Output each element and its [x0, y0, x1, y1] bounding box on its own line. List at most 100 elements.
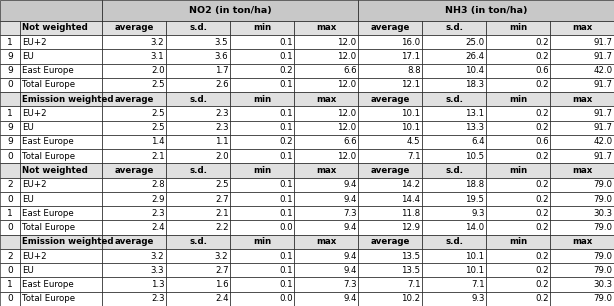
Bar — [550, 35, 614, 49]
Bar — [486, 35, 550, 49]
Bar — [550, 163, 614, 178]
Text: 1: 1 — [7, 38, 13, 47]
Bar — [230, 163, 294, 178]
Text: 2.0: 2.0 — [215, 152, 228, 161]
Text: min: min — [509, 166, 527, 175]
Bar — [102, 49, 166, 64]
Bar — [294, 121, 358, 135]
Bar — [0, 121, 20, 135]
Text: 10.1: 10.1 — [465, 252, 484, 261]
Text: 0.2: 0.2 — [535, 294, 548, 303]
Text: 12.0: 12.0 — [337, 80, 357, 89]
Bar — [230, 92, 294, 106]
Text: 7.1: 7.1 — [407, 280, 421, 289]
Text: 0.2: 0.2 — [535, 38, 548, 47]
Text: 0: 0 — [7, 195, 13, 203]
Text: EU: EU — [22, 123, 34, 132]
Text: max: max — [316, 23, 336, 32]
Text: 2.5: 2.5 — [215, 180, 228, 189]
Bar — [20, 64, 102, 78]
Text: 10.1: 10.1 — [465, 266, 484, 275]
Bar — [358, 178, 422, 192]
Bar — [486, 163, 550, 178]
Bar — [294, 192, 358, 206]
Text: 0.1: 0.1 — [279, 195, 292, 203]
Bar — [166, 235, 230, 249]
Bar — [550, 106, 614, 121]
Bar — [294, 163, 358, 178]
Text: s.d.: s.d. — [189, 166, 207, 175]
Text: average: average — [114, 23, 154, 32]
Text: 0.1: 0.1 — [279, 152, 292, 161]
Bar — [422, 206, 486, 220]
Text: 18.3: 18.3 — [465, 80, 484, 89]
Bar — [102, 192, 166, 206]
Bar — [0, 263, 20, 278]
Text: EU+2: EU+2 — [22, 180, 47, 189]
Text: 12.9: 12.9 — [402, 223, 421, 232]
Text: 0.0: 0.0 — [279, 223, 292, 232]
Text: 25.0: 25.0 — [465, 38, 484, 47]
Bar — [20, 149, 102, 163]
Bar — [486, 121, 550, 135]
Text: 12.0: 12.0 — [337, 152, 357, 161]
Text: max: max — [316, 95, 336, 104]
Text: 8.8: 8.8 — [407, 66, 421, 75]
Text: 0.1: 0.1 — [279, 123, 292, 132]
Text: 0.6: 0.6 — [535, 66, 548, 75]
Text: s.d.: s.d. — [189, 23, 207, 32]
Bar — [166, 192, 230, 206]
Bar — [294, 21, 358, 35]
Bar — [102, 121, 166, 135]
Text: 9.3: 9.3 — [471, 294, 484, 303]
Bar — [20, 220, 102, 235]
Text: 2.5: 2.5 — [151, 123, 165, 132]
Text: 13.5: 13.5 — [402, 266, 421, 275]
Text: s.d.: s.d. — [189, 95, 207, 104]
Bar — [230, 192, 294, 206]
Bar — [294, 178, 358, 192]
Bar — [102, 0, 358, 21]
Text: 2.5: 2.5 — [151, 80, 165, 89]
Bar — [230, 135, 294, 149]
Bar — [422, 78, 486, 92]
Text: 2.7: 2.7 — [215, 195, 228, 203]
Bar — [550, 292, 614, 306]
Bar — [20, 278, 102, 292]
Bar — [550, 178, 614, 192]
Text: 0.2: 0.2 — [535, 123, 548, 132]
Text: min: min — [509, 95, 527, 104]
Bar — [166, 163, 230, 178]
Bar — [486, 92, 550, 106]
Text: 0.1: 0.1 — [279, 280, 292, 289]
Text: 26.4: 26.4 — [465, 52, 484, 61]
Text: 91.7: 91.7 — [594, 52, 613, 61]
Bar — [550, 21, 614, 35]
Bar — [422, 220, 486, 235]
Text: 2.8: 2.8 — [151, 180, 165, 189]
Bar — [358, 192, 422, 206]
Text: 0.2: 0.2 — [535, 80, 548, 89]
Text: Not weighted: Not weighted — [22, 166, 88, 175]
Text: 2.4: 2.4 — [151, 223, 165, 232]
Text: East Europe: East Europe — [22, 137, 74, 147]
Bar — [486, 64, 550, 78]
Text: 3.6: 3.6 — [215, 52, 228, 61]
Bar — [294, 35, 358, 49]
Bar — [166, 92, 230, 106]
Bar — [358, 0, 614, 21]
Text: 1: 1 — [7, 280, 13, 289]
Text: 0: 0 — [7, 294, 13, 303]
Bar — [0, 178, 20, 192]
Bar — [230, 263, 294, 278]
Text: 0.2: 0.2 — [535, 152, 548, 161]
Text: 9.4: 9.4 — [343, 195, 357, 203]
Bar — [358, 35, 422, 49]
Bar — [0, 278, 20, 292]
Text: 0.0: 0.0 — [279, 294, 292, 303]
Text: 13.5: 13.5 — [402, 252, 421, 261]
Bar — [102, 178, 166, 192]
Bar — [550, 78, 614, 92]
Bar — [20, 235, 102, 249]
Bar — [550, 249, 614, 263]
